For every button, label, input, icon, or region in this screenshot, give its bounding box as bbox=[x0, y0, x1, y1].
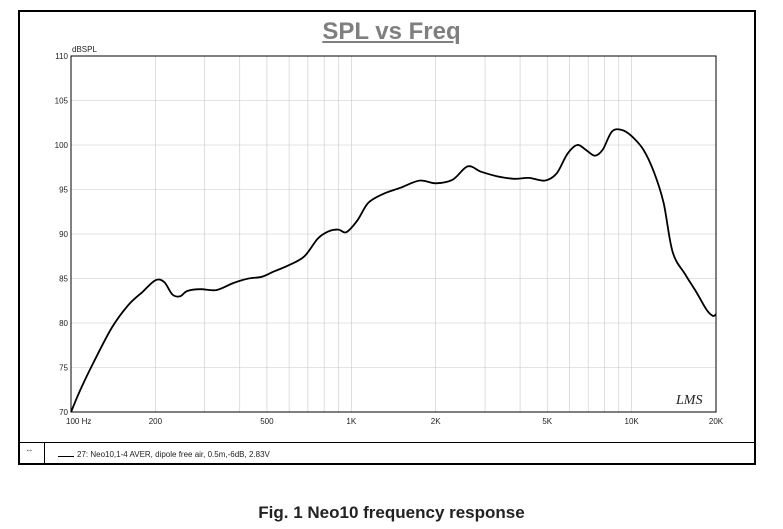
x-axis-ticks: 100 Hz 200 500 1K 2K 5K 10K 20K bbox=[66, 417, 724, 426]
x-tick-label: 20K bbox=[709, 417, 724, 426]
legend-divider bbox=[18, 442, 756, 443]
y-tick-label: 70 bbox=[59, 408, 68, 417]
x-tick-label: 5K bbox=[542, 417, 552, 426]
legend-handle-icon: ↕ bbox=[24, 448, 34, 453]
x-tick-label: 500 bbox=[260, 417, 274, 426]
y-tick-label: 110 bbox=[55, 52, 68, 61]
y-tick-label: 80 bbox=[59, 319, 68, 328]
x-tick-label: 1K bbox=[346, 417, 356, 426]
x-tick-label: 200 bbox=[149, 417, 163, 426]
series-line bbox=[70, 128, 717, 413]
x-tick-label: 2K bbox=[431, 417, 441, 426]
x-tick-label: 100 Hz bbox=[66, 417, 91, 426]
y-axis-ticks: 110 105 100 95 90 85 80 75 70 bbox=[55, 52, 69, 417]
series-layer bbox=[70, 128, 717, 413]
chart-frame bbox=[18, 10, 756, 465]
y-tick-label: 90 bbox=[59, 230, 68, 239]
y-tick-label: 100 bbox=[55, 141, 69, 150]
legend-entry: 27: Neo10,1-4 AVER, dipole free air, 0.5… bbox=[77, 450, 270, 459]
plot-border bbox=[70, 55, 717, 413]
y-tick-label: 85 bbox=[59, 275, 68, 284]
y-tick-label: 75 bbox=[59, 364, 68, 373]
y-tick-label: 95 bbox=[59, 186, 68, 195]
figure-caption: Fig. 1 Neo10 frequency response bbox=[258, 503, 525, 522]
lms-watermark: LMS bbox=[675, 393, 702, 408]
y-tick-label: 105 bbox=[55, 97, 69, 106]
legend-line-swatch bbox=[58, 456, 74, 457]
y-axis-label: dBSPL bbox=[72, 45, 97, 54]
chart-title: SPL vs Freq bbox=[322, 18, 461, 45]
legend-sidebar bbox=[44, 443, 45, 465]
x-tick-label: 10K bbox=[625, 417, 640, 426]
